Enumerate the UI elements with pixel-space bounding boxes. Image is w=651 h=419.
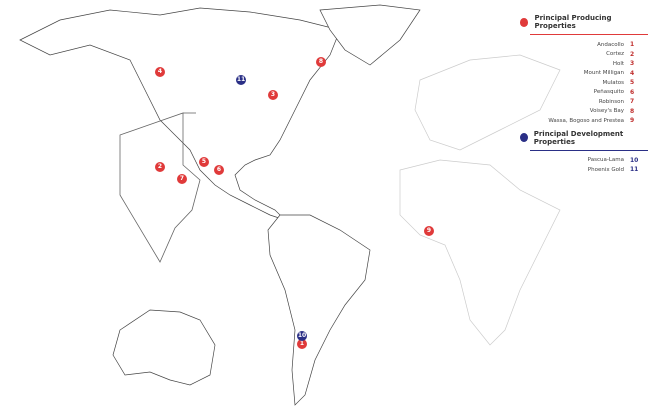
legend-item-number: 4	[630, 69, 635, 77]
legend-item-number: 3	[630, 60, 635, 68]
legend-item: Robinson 7	[508, 97, 648, 107]
greenland	[319, 4, 421, 66]
legend-item-name: Cortez	[606, 51, 624, 58]
property-marker-10[interactable]: 10	[297, 331, 307, 341]
legend-item-name: Peñasquito	[593, 89, 624, 96]
legend-item-number: 2	[630, 50, 635, 58]
legend: Principal Producing Properties Andacollo…	[508, 14, 648, 175]
legend-item-number: 6	[630, 88, 635, 96]
property-marker-6[interactable]: 6	[214, 165, 224, 175]
property-marker-8[interactable]: 8	[316, 57, 326, 67]
property-marker-3[interactable]: 3	[268, 90, 278, 100]
property-marker-7[interactable]: 7	[177, 174, 187, 184]
legend-item-name: Mulatos	[602, 79, 624, 86]
legend-item-number: 7	[630, 98, 635, 106]
development-dot-icon	[520, 133, 528, 142]
legend-item: Mount Milligan 4	[508, 69, 648, 79]
legend-item-name: Phoenix Gold	[587, 166, 624, 173]
legend-item-name: Voisey's Bay	[589, 108, 624, 115]
development-title: Principal Development Properties	[533, 129, 624, 146]
australia	[112, 309, 216, 386]
legend-item-name: Pascua-Lama	[587, 157, 624, 164]
africa	[399, 159, 561, 346]
legend-item-number: 9	[630, 117, 635, 125]
legend-item-name: Holt	[612, 60, 624, 67]
property-marker-4[interactable]: 4	[155, 67, 165, 77]
legend-item: Wassa, Bogoso and Prestea 9	[508, 116, 648, 126]
legend-item: Mulatos 5	[508, 78, 648, 88]
legend-item: Phoenix Gold 11	[508, 165, 648, 175]
legend-item: Voisey's Bay 8	[508, 107, 648, 117]
legend-item: Andacollo 1	[508, 40, 648, 50]
producing-header: Principal Producing Properties	[520, 14, 648, 30]
legend-item-number: 8	[630, 107, 635, 115]
legend-item-name: Mount Milligan	[583, 70, 624, 77]
nevada-inset	[119, 112, 201, 263]
legend-item: Holt 3	[508, 59, 648, 69]
legend-item: Pascua-Lama 10	[508, 156, 648, 166]
producing-dot-icon	[520, 17, 529, 27]
south-america	[267, 214, 371, 406]
legend-item: Cortez 2	[508, 50, 648, 60]
legend-item-number: 1	[630, 41, 635, 49]
producing-divider	[530, 34, 648, 35]
property-marker-2[interactable]: 2	[155, 162, 165, 172]
development-header: Principal Development Properties	[520, 130, 648, 146]
property-marker-1[interactable]: 1	[297, 339, 307, 349]
legend-item-name: Andacollo	[597, 41, 624, 48]
property-marker-11[interactable]: 11	[236, 75, 246, 85]
development-divider	[530, 149, 648, 151]
legend-item-number: 11	[630, 166, 639, 174]
europe	[414, 54, 561, 151]
legend-item-number: 5	[630, 79, 635, 87]
property-marker-9[interactable]: 9	[424, 226, 434, 236]
legend-item: Peñasquito 6	[508, 88, 648, 98]
legend-item-number: 10	[630, 156, 639, 164]
legend-item-name: Wassa, Bogoso and Prestea	[548, 117, 624, 124]
producing-title: Principal Producing Properties	[534, 14, 612, 30]
property-marker-5[interactable]: 5	[199, 157, 209, 167]
legend-item-name: Robinson	[598, 98, 624, 105]
